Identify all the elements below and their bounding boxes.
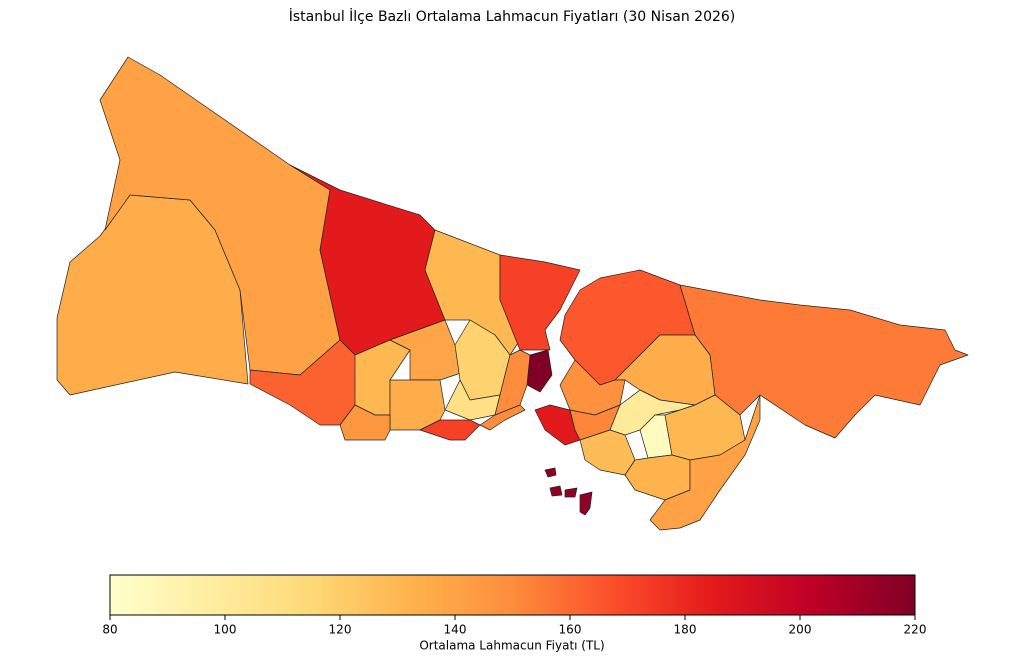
district [339, 404, 391, 441]
colorbar-tick-label: 140 [444, 623, 467, 637]
colorbar-label: Ortalama Lahmacun Fiyatı (TL) [419, 639, 604, 653]
district [579, 491, 593, 516]
district [389, 319, 471, 381]
colorbar-tick-label: 220 [904, 623, 927, 637]
district [526, 349, 553, 393]
colorbar-tick-label: 160 [559, 623, 582, 637]
district [544, 467, 557, 478]
district [494, 349, 531, 416]
district [549, 485, 563, 497]
district [564, 487, 578, 498]
colorbar-tick-label: 100 [214, 623, 237, 637]
colorbar [109, 574, 916, 616]
district [389, 379, 446, 431]
colorbar-tick-label: 120 [329, 623, 352, 637]
colorbar-tick-label: 200 [789, 623, 812, 637]
district [499, 254, 581, 351]
colorbar-tick-label: 180 [674, 623, 697, 637]
districts [56, 56, 969, 531]
colorbar-tick-label: 80 [102, 623, 117, 637]
district [624, 454, 691, 501]
map-title: İstanbul İlçe Bazlı Ortalama Lahmacun Fi… [289, 7, 736, 25]
district [649, 394, 761, 531]
